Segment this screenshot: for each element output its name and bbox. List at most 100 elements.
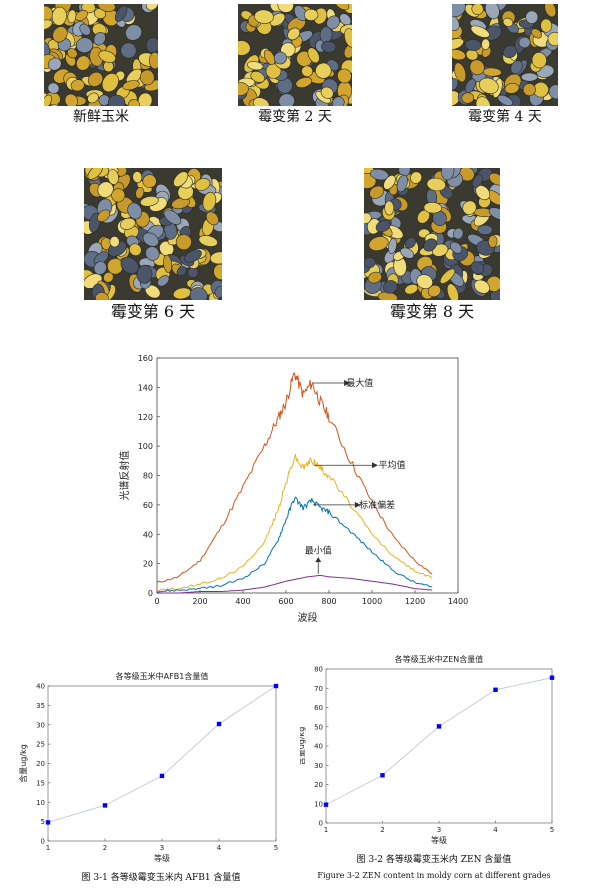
corn-kernel [250,71,265,83]
series-line-2 [156,496,433,594]
corn-kernel [470,261,485,275]
corn-kernel [383,175,396,190]
corn-photo-fresh [44,4,158,106]
corn-kernel [446,283,459,300]
data-point [380,773,385,778]
corn-photo-day2-image [238,4,352,106]
x-axis-label: 等级 [154,853,170,863]
corn-kernel [410,171,423,184]
x-tick-label: 200 [192,597,207,606]
corn-kernel [101,73,119,93]
corn-kernel [423,201,442,214]
corn-kernel [97,209,111,222]
corn-kernel [510,60,523,75]
y-tick-label: 25 [36,741,45,749]
x-tick-label: 1000 [362,597,382,606]
corn-kernel [344,28,352,48]
corn-kernel [125,24,142,41]
y-tick-label: 20 [314,781,323,789]
annotation-arrowhead [315,557,322,563]
corn-kernel [464,39,482,51]
y-tick-label: 10 [314,800,323,808]
photo-caption-day4: 霉变第 4 天 [468,109,542,125]
corn-kernel [98,50,116,63]
corn-kernel [369,185,385,199]
corn-kernel [127,202,143,220]
y-axis-label: 含量ug/kg [300,727,306,766]
corn-kernel [364,212,372,224]
corn-kernel [79,23,91,36]
corn-kernel [439,268,456,284]
x-tick-label: 1200 [405,597,425,606]
corn-kernel [93,251,109,266]
corn-photo-day8 [364,168,500,300]
corn-kernel [484,4,500,20]
corn-kernel [194,178,211,191]
y-tick-label: 0 [319,820,323,828]
spectrum-chart: 0 200 400 600 800 1000 1200 1400 0 20 40 60 80 100 120… [118,354,468,624]
corn-kernel [475,96,491,106]
y-tick-label: 80 [143,472,153,481]
x-tick-label: 0 [154,597,159,606]
corn-kernel [489,172,500,186]
corn-kernel [107,169,119,185]
corn-kernel [87,71,104,87]
corn-kernel [304,8,319,21]
corn-kernel [375,220,391,233]
data-point [436,724,442,729]
corn-kernel [76,55,91,71]
corn-kernel [247,61,264,71]
data-point [273,683,279,689]
corn-kernel [301,65,313,78]
corn-kernel [129,243,142,256]
corn-kernel [477,224,493,235]
corn-kernel [452,78,459,91]
corn-kernel [332,96,345,106]
corn-kernel [163,254,173,273]
corn-kernel [469,59,485,76]
corn-kernel [87,168,103,180]
corn-kernel [293,5,308,21]
corn-photo-day8-image [364,168,500,300]
y-tick-label: 60 [143,501,153,510]
data-point [159,773,165,779]
photo-caption-day8: 霉变第 8 天 [389,302,475,321]
corn-kernel [184,249,202,263]
corn-kernel [502,17,514,27]
annotation-arrowhead [344,379,351,386]
corn-kernel [93,261,107,275]
corn-kernel [450,241,463,254]
corn-kernel [518,36,531,49]
y-tick-label: 0 [148,589,153,598]
x-tick-label: 5 [550,826,554,834]
corn-kernel [47,82,60,94]
plot-area [47,685,277,842]
corn-kernel [343,43,352,59]
corn-kernel [548,84,558,100]
corn-kernel [52,26,68,43]
corn-kernel [295,77,313,88]
plot-area [325,668,553,824]
corn-kernel [388,238,397,255]
y-tick-label: 100 [138,442,153,451]
y-tick-label: 20 [143,560,153,569]
corn-kernel [474,279,490,294]
corn-photo-day4-image [452,4,558,106]
corn-kernel [307,47,320,64]
corn-kernel [488,207,500,221]
corn-photo-day4 [452,4,558,106]
chart-title: 各等级玉米中AFB1含量值 [116,671,209,681]
corn-kernel [276,77,293,94]
x-tick-label: 4 [493,826,498,834]
corn-kernel [334,4,350,11]
corn-kernel [254,9,274,24]
corn-kernel [452,38,465,51]
corn-kernel [315,62,332,79]
data-point [549,675,555,680]
y-tick-label: 0 [41,838,45,846]
x-tick-label: 600 [278,597,293,606]
corn-kernel [127,98,140,106]
x-tick-label: 2 [103,844,107,852]
corn-kernel [452,90,461,106]
